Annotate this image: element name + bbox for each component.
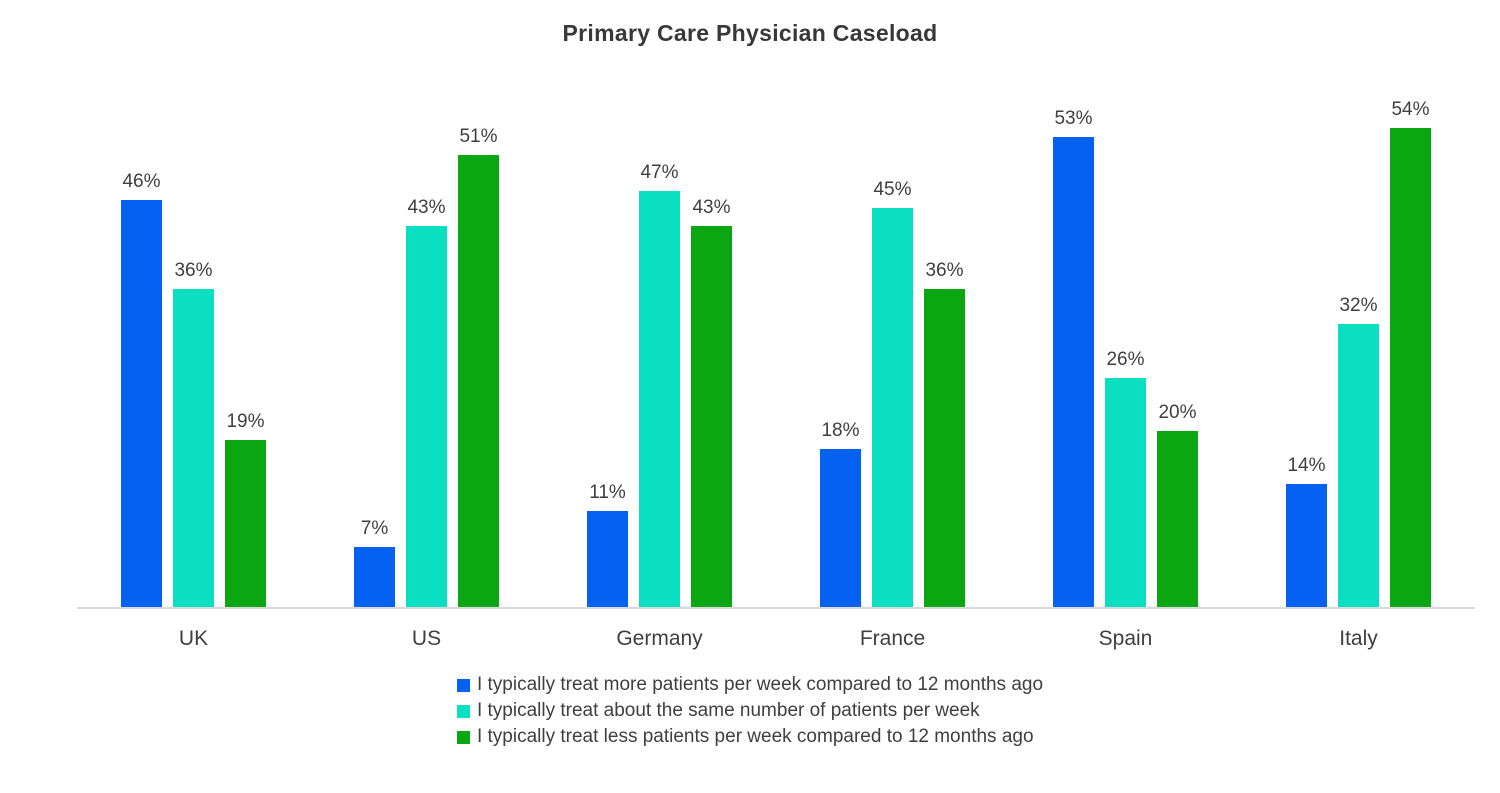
- bar-value-label-spain-s2: 26%: [1106, 349, 1145, 370]
- bar-spain-s3: [1157, 431, 1198, 609]
- x-axis-line: [77, 607, 1475, 609]
- bar-group-spain: 53% 26% 20%: [1009, 70, 1242, 609]
- legend-item-2: I typically treat about the same number …: [456, 700, 980, 722]
- bar-wrap: 19%: [225, 411, 266, 609]
- bar-wrap: 45%: [872, 179, 913, 609]
- bar-groups: 46% 36% 19% 7% 43% 51% 11% 47% 43% 18% 45% 36% 53% 26…: [77, 70, 1475, 609]
- bar-value-label-us-s3: 51%: [459, 126, 498, 147]
- bar-wrap: 11%: [587, 482, 628, 609]
- category-label-germany: Germany: [616, 627, 703, 650]
- bar-spain-s1: [1053, 137, 1094, 609]
- category-label-spain: Spain: [1098, 627, 1153, 650]
- bar-italy-s3: [1390, 128, 1431, 609]
- bar-wrap: 54%: [1390, 99, 1431, 609]
- bar-wrap: 53%: [1053, 108, 1094, 609]
- category-label-italy: Italy: [1339, 627, 1378, 650]
- legend-item-3: I typically treat less patients per week…: [456, 726, 1034, 748]
- bar-wrap: 18%: [820, 420, 861, 609]
- bar-value-label-uk-s3: 19%: [226, 411, 265, 432]
- legend-items: I typically treat more patients per week…: [456, 674, 1044, 748]
- legend: I typically treat more patients per week…: [0, 674, 1500, 748]
- bar-us-s3: [458, 155, 499, 609]
- bar-value-label-us-s2: 43%: [407, 197, 446, 218]
- bar-wrap: 14%: [1286, 455, 1327, 609]
- legend-swatch-icon: [456, 704, 470, 718]
- bar-us-s1: [354, 547, 395, 609]
- bar-france-s1: [820, 449, 861, 609]
- bar-italy-s2: [1338, 324, 1379, 609]
- bar-us-s2: [406, 226, 447, 609]
- bar-value-label-italy-s1: 14%: [1287, 455, 1326, 476]
- bar-germany-s1: [587, 511, 628, 609]
- bar-value-label-france-s1: 18%: [821, 420, 860, 441]
- bar-value-label-germany-s2: 47%: [640, 162, 679, 183]
- bar-france-s3: [924, 289, 965, 609]
- bar-group-us: 7% 43% 51%: [310, 70, 543, 609]
- bar-value-label-italy-s2: 32%: [1339, 295, 1378, 316]
- bar-wrap: 36%: [173, 260, 214, 609]
- legend-label: I typically treat less patients per week…: [476, 726, 1034, 747]
- bar-value-label-italy-s3: 54%: [1391, 99, 1430, 120]
- bar-value-label-spain-s3: 20%: [1158, 402, 1197, 423]
- bar-group-italy: 14% 32% 54%: [1242, 70, 1475, 609]
- bar-group-uk: 46% 36% 19%: [77, 70, 310, 609]
- bar-value-label-germany-s3: 43%: [692, 197, 731, 218]
- bar-wrap: 7%: [354, 518, 395, 609]
- bar-value-label-france-s2: 45%: [873, 179, 912, 200]
- bar-france-s2: [872, 208, 913, 609]
- legend-label: I typically treat more patients per week…: [476, 674, 1044, 695]
- bar-value-label-spain-s1: 53%: [1054, 108, 1093, 129]
- legend-swatch-icon: [456, 730, 470, 744]
- category-label-france: France: [859, 627, 926, 650]
- bar-germany-s2: [639, 191, 680, 609]
- bar-wrap: 20%: [1157, 402, 1198, 609]
- bar-spain-s2: [1105, 378, 1146, 609]
- bar-group-france: 18% 45% 36%: [776, 70, 1009, 609]
- bar-group-germany: 11% 47% 43%: [543, 70, 776, 609]
- category-label-us: US: [411, 627, 442, 650]
- bar-wrap: 43%: [406, 197, 447, 609]
- legend-label: I typically treat about the same number …: [476, 700, 980, 721]
- plot-area: 46% 36% 19% 7% 43% 51% 11% 47% 43% 18% 45% 36% 53% 26…: [77, 70, 1475, 650]
- bar-value-label-us-s1: 7%: [360, 518, 389, 539]
- legend-item-1: I typically treat more patients per week…: [456, 674, 1044, 696]
- bar-value-label-germany-s1: 11%: [589, 482, 626, 503]
- bar-wrap: 46%: [121, 171, 162, 609]
- bar-wrap: 51%: [458, 126, 499, 609]
- bar-value-label-france-s3: 36%: [925, 260, 964, 281]
- bar-value-label-uk-s1: 46%: [122, 171, 161, 192]
- bar-germany-s3: [691, 226, 732, 609]
- bar-wrap: 32%: [1338, 295, 1379, 609]
- chart-title: Primary Care Physician Caseload: [562, 20, 938, 46]
- bar-italy-s1: [1286, 484, 1327, 609]
- bar-wrap: 36%: [924, 260, 965, 609]
- legend-swatch-icon: [456, 678, 470, 692]
- bar-wrap: 26%: [1105, 349, 1146, 609]
- category-label-uk: UK: [178, 627, 209, 650]
- bar-wrap: 43%: [691, 197, 732, 609]
- bar-value-label-uk-s2: 36%: [174, 260, 213, 281]
- bar-uk-s2: [173, 289, 214, 609]
- category-labels: UK US Germany France Spain Italy: [77, 609, 1475, 651]
- bar-wrap: 47%: [639, 162, 680, 609]
- bar-uk-s1: [121, 200, 162, 609]
- bar-uk-s3: [225, 440, 266, 609]
